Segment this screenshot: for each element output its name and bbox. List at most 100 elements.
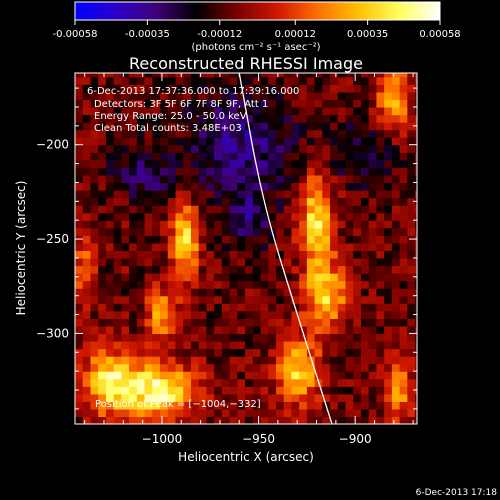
heatmap-cell <box>376 310 385 319</box>
heatmap-cell <box>252 416 262 424</box>
heatmap-cell <box>90 84 99 93</box>
heatmap-cell <box>415 212 417 221</box>
heatmap-cell <box>314 235 323 244</box>
heatmap-cell <box>384 408 393 418</box>
heatmap-cell <box>160 197 169 206</box>
heatmap-cell <box>345 152 354 161</box>
heatmap-cell <box>136 212 146 221</box>
heatmap-cell <box>152 190 161 199</box>
heatmap-cell <box>407 310 416 319</box>
heatmap-cell <box>337 273 347 282</box>
heatmap-cell <box>245 288 254 297</box>
heatmap-cell <box>152 99 161 108</box>
heatmap-cell <box>268 167 277 176</box>
heatmap-cell <box>129 84 138 93</box>
heatmap-cell <box>275 408 285 418</box>
heatmap-cell <box>252 378 262 387</box>
heatmap-cell <box>206 265 215 274</box>
heatmap-cell <box>121 356 130 365</box>
heatmap-cell <box>360 84 370 93</box>
heatmap-cell <box>353 401 362 410</box>
heatmap-cell <box>237 356 246 365</box>
heatmap-cell <box>245 114 254 123</box>
heatmap-cell <box>260 265 269 274</box>
heatmap-cell <box>283 257 293 267</box>
heatmap-cell <box>121 137 130 146</box>
heatmap-cell <box>183 288 192 297</box>
heatmap-cell <box>98 76 107 85</box>
heatmap-cell <box>90 318 99 327</box>
heatmap-cell <box>399 340 408 350</box>
heatmap-cell <box>113 303 122 312</box>
heatmap-cell <box>152 265 161 274</box>
heatmap-cell <box>90 348 99 357</box>
heatmap-cell <box>306 371 316 380</box>
heatmap-cell <box>384 318 393 327</box>
heatmap-cell <box>221 386 231 395</box>
heatmap-cell <box>345 340 354 350</box>
heatmap-cell <box>198 340 207 350</box>
heatmap-cell <box>129 265 138 274</box>
heatmap-cell <box>214 393 223 402</box>
heatmap-cell <box>82 265 92 274</box>
heatmap-cell <box>129 220 138 229</box>
heatmap-cell <box>322 76 331 85</box>
heatmap-cell <box>407 174 416 184</box>
heatmap-cell <box>237 393 246 402</box>
heatmap-cell <box>245 227 254 236</box>
heatmap-cell <box>399 137 408 146</box>
heatmap-cell <box>82 416 92 424</box>
heatmap-cell <box>82 288 92 297</box>
heatmap-cell <box>260 356 269 365</box>
heatmap-cell <box>275 137 285 146</box>
heatmap-cell <box>105 76 115 85</box>
heatmap-cell <box>415 325 417 335</box>
heatmap-cell <box>82 348 92 357</box>
heatmap-cell <box>275 235 285 244</box>
heatmap-cell <box>136 91 146 101</box>
heatmap-cell <box>291 76 300 85</box>
heatmap-cell <box>152 295 161 304</box>
heatmap-cell <box>229 416 238 424</box>
heatmap-cell <box>175 190 184 199</box>
heatmap-cell <box>306 325 316 335</box>
heatmap-cell <box>299 340 308 350</box>
heatmap-cell <box>322 152 331 161</box>
heatmap-cell <box>152 197 161 206</box>
heatmap-cell <box>314 220 323 229</box>
heatmap-cell <box>275 144 285 153</box>
heatmap-cell <box>75 220 84 229</box>
heatmap-cell <box>245 212 254 221</box>
heatmap-cell <box>136 295 146 304</box>
heatmap-cell <box>252 288 262 297</box>
heatmap-cell <box>237 386 246 395</box>
heatmap-cell <box>407 250 416 259</box>
heatmap-cell <box>113 371 122 380</box>
heatmap-cell <box>376 137 385 146</box>
heatmap-cell <box>322 227 331 236</box>
heatmap-cell <box>105 99 115 108</box>
heatmap-cell <box>105 325 115 335</box>
heatmap-cell <box>353 129 362 138</box>
heatmap-cell <box>183 371 192 380</box>
heatmap-cell <box>214 363 223 372</box>
annotation-clean: Clean Total counts: 3.48E+03 <box>94 123 242 134</box>
heatmap-cell <box>391 265 401 274</box>
heatmap-cell <box>376 122 385 131</box>
heatmap-cell <box>268 303 277 312</box>
heatmap-cell <box>105 303 115 312</box>
heatmap-cell <box>183 325 192 335</box>
heatmap-cell <box>175 76 184 85</box>
heatmap-cell <box>167 348 177 357</box>
heatmap-cell <box>384 174 393 184</box>
heatmap-cell <box>275 106 285 116</box>
heatmap-cell <box>345 159 354 168</box>
heatmap-cell <box>283 205 293 214</box>
heatmap-cell <box>291 114 300 123</box>
heatmap-cell <box>121 378 130 387</box>
heatmap-cell <box>291 129 300 138</box>
heatmap-cell <box>82 310 92 319</box>
heatmap-cell <box>275 73 285 78</box>
heatmap-cell <box>152 212 161 221</box>
heatmap-cell <box>175 197 184 206</box>
